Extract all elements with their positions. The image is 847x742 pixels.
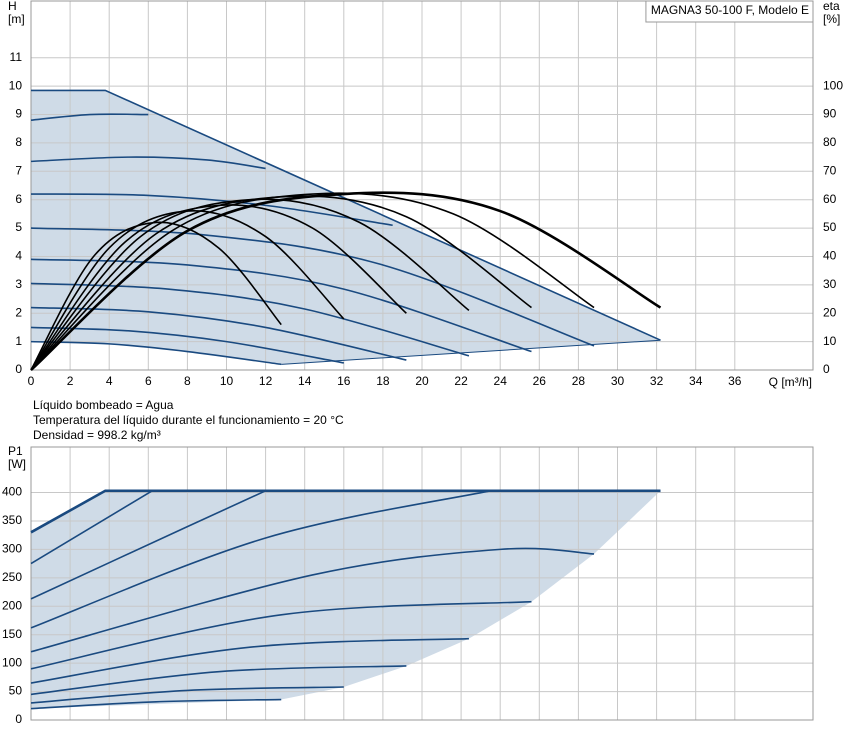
y2-tick-label: 0 [823,362,830,376]
y2-label: eta [823,0,840,13]
x-tick-label: 12 [259,374,273,388]
curve [30,193,393,227]
y-tick-label: 50 [9,684,23,698]
shaded-area [31,490,661,709]
curve [30,547,595,653]
curve [30,227,595,347]
x-tick-label: 18 [376,374,390,388]
y-tick-label: 200 [2,598,22,612]
x-tick-label: 22 [454,374,468,388]
x-tick-label: 6 [145,374,152,388]
x-tick-label: 32 [650,374,664,388]
y-tick-label: 6 [15,192,22,206]
y-tick-label: 100 [2,655,22,669]
y-tick-label: 5 [15,220,22,234]
curve [30,686,344,704]
y2-tick-label: 40 [823,249,837,263]
y-tick-label: 350 [2,513,22,527]
x-tick-label: 36 [728,374,742,388]
curve [30,156,266,170]
curve [30,490,266,600]
y-tick-label: 150 [2,627,22,641]
y-tick-label: 9 [15,107,22,121]
x-tick-label: 2 [67,374,74,388]
annotation: Densidad = 998.2 kg/m³ [33,428,161,442]
y2-unit: [%] [823,12,840,26]
curve [30,191,662,371]
x-tick-label: 16 [337,374,351,388]
y2-tick-label: 50 [823,220,837,234]
curve [30,340,282,366]
y-tick-label: 7 [15,163,22,177]
curve [30,489,661,534]
y2-tick-label: 100 [823,78,843,92]
curve [281,339,661,365]
curve [30,490,153,565]
x-tick-label: 0 [28,374,35,388]
x-tick-label: 20 [415,374,429,388]
y-tick-label: 1 [15,334,22,348]
y2-tick-label: 20 [823,305,837,319]
y-tick-label: 250 [2,570,22,584]
y-tick-label: 8 [15,135,22,149]
y2-tick-label: 80 [823,135,837,149]
y2-tick-label: 70 [823,163,837,177]
y-unit: [m] [8,12,25,26]
x-tick-label: 10 [220,374,234,388]
y-tick-label: 10 [9,78,23,92]
curve [30,698,282,710]
x-tick-label: 26 [533,374,547,388]
y2-tick-label: 10 [823,334,837,348]
y-tick-label: 3 [15,277,22,291]
curve [30,326,344,364]
curve [30,490,491,629]
y-label: P1 [8,444,23,458]
y-tick-label: 4 [15,249,22,263]
x-tick-label: 8 [184,374,191,388]
curve [30,600,532,670]
x-label: Q [m³/h] [769,375,812,389]
x-tick-label: 34 [689,374,703,388]
y2-tick-label: 30 [823,277,837,291]
y-tick-label: 300 [2,542,22,556]
x-tick-label: 24 [494,374,508,388]
curve [30,113,149,122]
y-tick-label: 2 [15,305,22,319]
y-label: H [8,0,17,13]
y-tick-label: 11 [10,50,23,64]
x-tick-label: 30 [611,374,625,388]
curve [30,221,282,371]
curve [31,89,661,341]
legend-title: MAGNA3 50-100 F, Modelo E [651,3,809,17]
y2-tick-label: 90 [823,107,837,121]
curve [30,665,407,696]
legend-box [645,0,814,23]
y-tick-label: 0 [15,362,22,376]
annotation: Temperatura del líquido durante el funci… [33,413,344,427]
curve [30,637,469,684]
x-tick-label: 4 [106,374,113,388]
curve [30,258,532,353]
y-tick-label: 0 [15,712,22,726]
plot-frame [30,0,814,371]
y-unit: [W] [8,457,26,471]
x-tick-label: 14 [298,374,312,388]
y2-tick-label: 60 [823,192,837,206]
annotation: Líquido bombeado = Agua [33,398,174,412]
y-tick-label: 400 [2,485,22,499]
plot-frame [30,446,814,721]
curve [30,192,595,371]
x-tick-label: 28 [572,374,586,388]
